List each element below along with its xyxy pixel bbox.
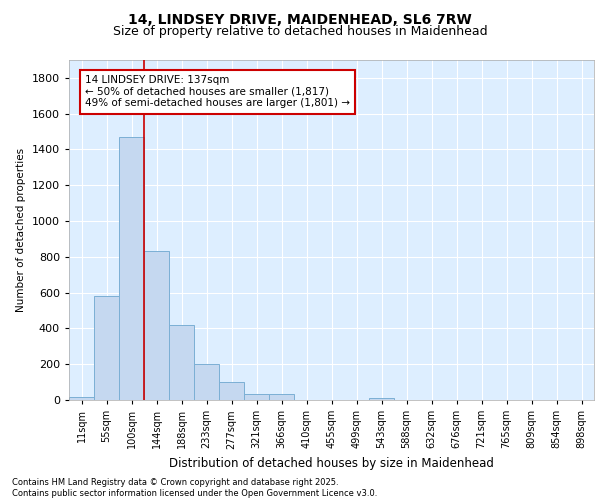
- Bar: [169, 325, 194, 400]
- Bar: [119, 137, 144, 400]
- Bar: [369, 398, 394, 400]
- Bar: [269, 394, 294, 400]
- Text: Size of property relative to detached houses in Maidenhead: Size of property relative to detached ho…: [113, 25, 487, 38]
- Bar: [194, 364, 219, 400]
- Bar: [244, 394, 269, 400]
- X-axis label: Distribution of detached houses by size in Maidenhead: Distribution of detached houses by size …: [169, 457, 494, 470]
- Bar: [94, 296, 119, 400]
- Bar: [144, 252, 169, 400]
- Bar: [219, 382, 244, 400]
- Bar: [69, 397, 94, 400]
- Text: 14, LINDSEY DRIVE, MAIDENHEAD, SL6 7RW: 14, LINDSEY DRIVE, MAIDENHEAD, SL6 7RW: [128, 12, 472, 26]
- Text: 14 LINDSEY DRIVE: 137sqm
← 50% of detached houses are smaller (1,817)
49% of sem: 14 LINDSEY DRIVE: 137sqm ← 50% of detach…: [85, 76, 350, 108]
- Y-axis label: Number of detached properties: Number of detached properties: [16, 148, 26, 312]
- Text: Contains HM Land Registry data © Crown copyright and database right 2025.
Contai: Contains HM Land Registry data © Crown c…: [12, 478, 377, 498]
